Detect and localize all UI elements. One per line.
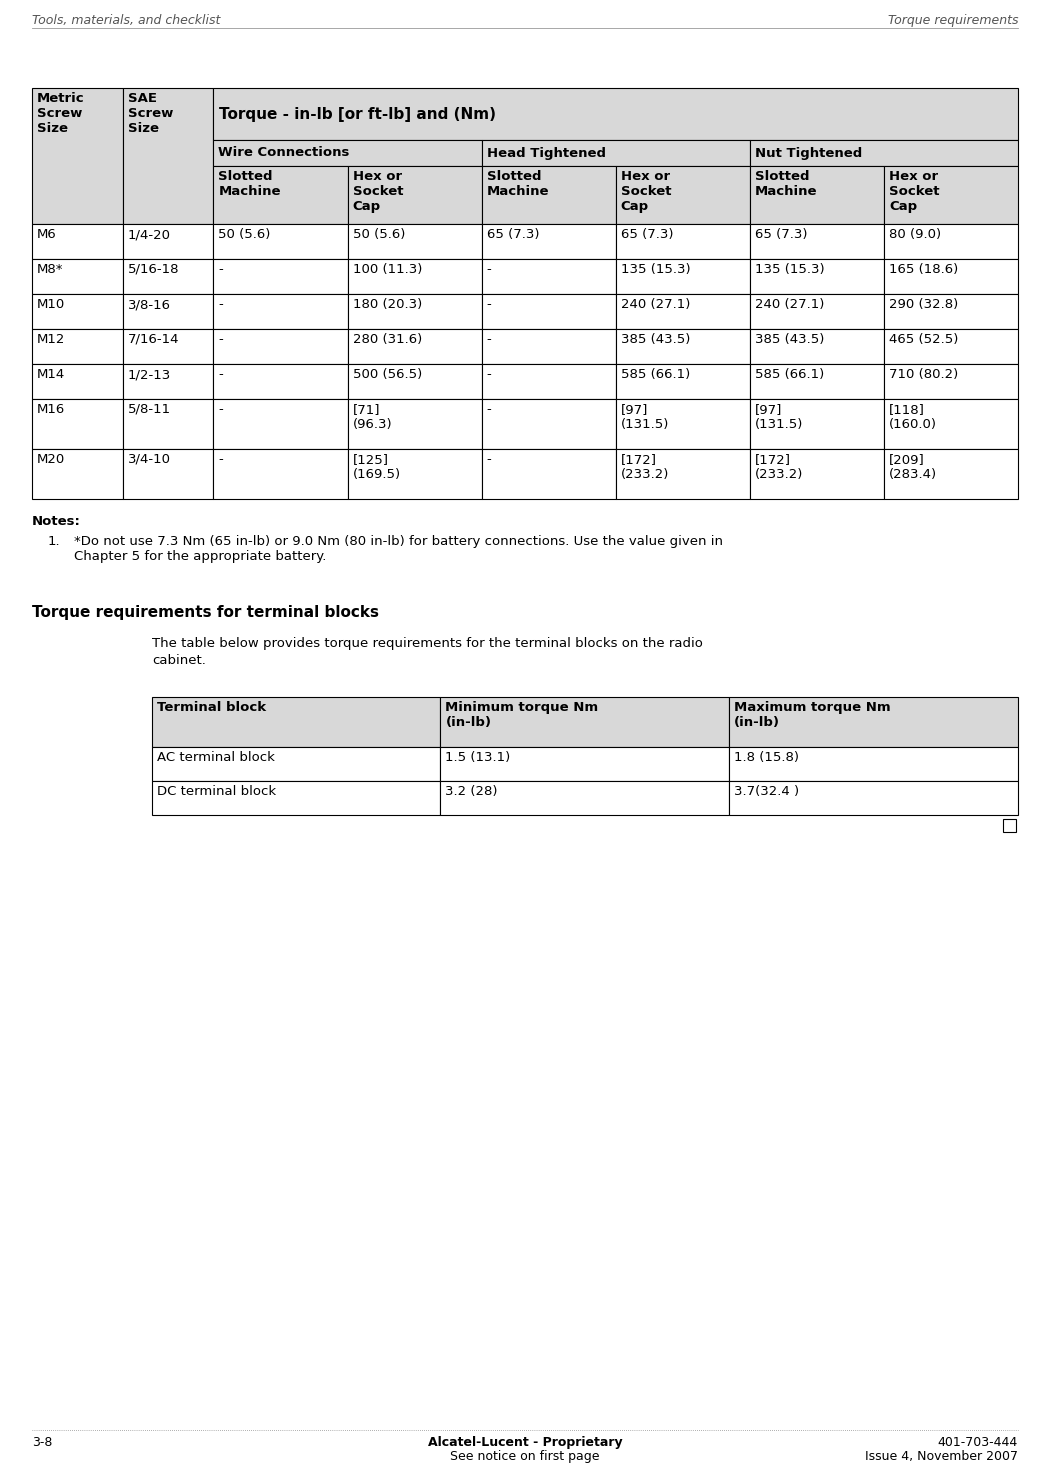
Text: Slotted
Machine: Slotted Machine: [218, 169, 281, 199]
Bar: [152, 746, 440, 782]
Bar: [213, 224, 348, 259]
Bar: [440, 746, 729, 782]
Bar: [1003, 818, 1016, 832]
Bar: [750, 449, 884, 499]
Bar: [348, 224, 482, 259]
Text: 3.7(32.4 ): 3.7(32.4 ): [734, 785, 799, 798]
Bar: [884, 294, 1018, 330]
Text: Minimum torque Nm
(in-lb): Minimum torque Nm (in-lb): [445, 701, 598, 729]
Bar: [482, 259, 615, 294]
Text: M16: M16: [37, 403, 65, 417]
Text: Torque requirements: Torque requirements: [887, 15, 1018, 26]
Bar: [750, 224, 884, 259]
Bar: [32, 364, 123, 399]
Text: Tools, materials, and checklist: Tools, materials, and checklist: [32, 15, 220, 26]
Text: 65 (7.3): 65 (7.3): [486, 228, 539, 241]
Text: -: -: [486, 403, 491, 417]
Bar: [615, 364, 750, 399]
Text: The table below provides torque requirements for the terminal blocks on the radi: The table below provides torque requirem…: [152, 637, 702, 651]
Bar: [482, 364, 615, 399]
Text: AC terminal block: AC terminal block: [158, 751, 275, 764]
Text: Slotted
Machine: Slotted Machine: [755, 169, 817, 199]
Text: [172]
(233.2): [172] (233.2): [755, 453, 803, 481]
Text: 401-703-444: 401-703-444: [938, 1437, 1018, 1448]
Text: 135 (15.3): 135 (15.3): [621, 263, 690, 277]
Bar: [32, 330, 123, 364]
Bar: [32, 449, 123, 499]
Text: 3/4-10: 3/4-10: [128, 453, 171, 467]
Text: 65 (7.3): 65 (7.3): [755, 228, 807, 241]
Text: -: -: [486, 368, 491, 381]
Text: 710 (80.2): 710 (80.2): [889, 368, 959, 381]
Text: 1.: 1.: [48, 534, 61, 548]
Text: Slotted
Machine: Slotted Machine: [486, 169, 549, 199]
Bar: [884, 166, 1018, 224]
Text: 280 (31.6): 280 (31.6): [353, 333, 422, 346]
Text: Hex or
Socket
Cap: Hex or Socket Cap: [353, 169, 403, 213]
Bar: [123, 259, 213, 294]
Text: Hex or
Socket
Cap: Hex or Socket Cap: [889, 169, 940, 213]
Bar: [213, 88, 1018, 140]
Text: 3.2 (28): 3.2 (28): [445, 785, 498, 798]
Bar: [440, 782, 729, 815]
Bar: [750, 140, 1018, 166]
Bar: [123, 330, 213, 364]
Bar: [213, 294, 348, 330]
Bar: [482, 140, 750, 166]
Bar: [32, 224, 123, 259]
Text: Torque - in-lb [or ft-lb] and (Nm): Torque - in-lb [or ft-lb] and (Nm): [219, 106, 497, 122]
Text: 290 (32.8): 290 (32.8): [889, 297, 959, 311]
Bar: [482, 166, 615, 224]
Text: M6: M6: [37, 228, 57, 241]
Text: M8*: M8*: [37, 263, 63, 277]
Bar: [348, 259, 482, 294]
Bar: [213, 259, 348, 294]
Text: 1/4-20: 1/4-20: [128, 228, 171, 241]
Bar: [884, 330, 1018, 364]
Bar: [750, 330, 884, 364]
Text: -: -: [486, 297, 491, 311]
Text: [97]
(131.5): [97] (131.5): [621, 403, 669, 431]
Bar: [348, 399, 482, 449]
Text: 80 (9.0): 80 (9.0): [889, 228, 941, 241]
Bar: [729, 698, 1018, 746]
Text: 7/16-14: 7/16-14: [128, 333, 180, 346]
Text: -: -: [218, 403, 224, 417]
Text: -: -: [486, 453, 491, 467]
Bar: [615, 399, 750, 449]
Bar: [750, 259, 884, 294]
Text: Alcatel-Lucent - Proprietary: Alcatel-Lucent - Proprietary: [427, 1437, 623, 1448]
Text: -: -: [218, 297, 224, 311]
Text: Notes:: Notes:: [32, 515, 81, 528]
Bar: [32, 259, 123, 294]
Text: 3-8: 3-8: [32, 1437, 52, 1448]
Text: 385 (43.5): 385 (43.5): [755, 333, 824, 346]
Text: 465 (52.5): 465 (52.5): [889, 333, 959, 346]
Bar: [482, 330, 615, 364]
Text: DC terminal block: DC terminal block: [158, 785, 276, 798]
Text: 1/2-13: 1/2-13: [128, 368, 171, 381]
Text: -: -: [218, 453, 224, 467]
Text: Issue 4, November 2007: Issue 4, November 2007: [865, 1450, 1018, 1463]
Bar: [348, 166, 482, 224]
Text: 100 (11.3): 100 (11.3): [353, 263, 422, 277]
Bar: [32, 399, 123, 449]
Bar: [750, 294, 884, 330]
Bar: [750, 364, 884, 399]
Text: 500 (56.5): 500 (56.5): [353, 368, 422, 381]
Bar: [440, 698, 729, 746]
Bar: [348, 449, 482, 499]
Text: M20: M20: [37, 453, 65, 467]
Bar: [123, 294, 213, 330]
Bar: [729, 782, 1018, 815]
Bar: [482, 449, 615, 499]
Bar: [729, 746, 1018, 782]
Bar: [32, 294, 123, 330]
Bar: [123, 399, 213, 449]
Bar: [615, 294, 750, 330]
Text: -: -: [218, 333, 224, 346]
Text: [209]
(283.4): [209] (283.4): [889, 453, 937, 481]
Bar: [750, 166, 884, 224]
Text: 5/16-18: 5/16-18: [128, 263, 180, 277]
Text: 180 (20.3): 180 (20.3): [353, 297, 422, 311]
